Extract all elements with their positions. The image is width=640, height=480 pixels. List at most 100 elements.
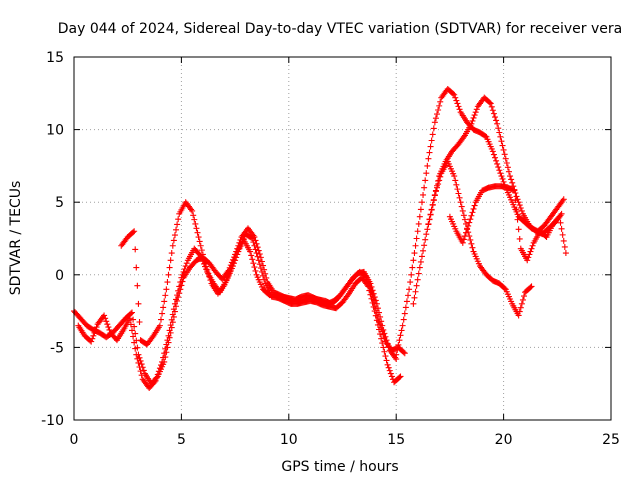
data-point-marker bbox=[493, 117, 500, 124]
data-point-marker bbox=[421, 242, 428, 249]
data-point-marker bbox=[482, 133, 489, 140]
data-point-marker bbox=[161, 298, 168, 305]
data-point-marker bbox=[254, 253, 261, 260]
data-point-marker bbox=[488, 103, 495, 110]
data-point-marker bbox=[132, 345, 139, 352]
data-point-marker bbox=[416, 213, 423, 220]
data-point-marker bbox=[105, 324, 112, 331]
y-tick-label: 10 bbox=[46, 123, 64, 139]
axis-ticks bbox=[73, 56, 612, 421]
data-point-marker bbox=[499, 175, 506, 182]
data-point-marker bbox=[131, 323, 138, 330]
data-point-marker bbox=[507, 173, 514, 180]
data-point-marker bbox=[518, 300, 525, 307]
data-point-marker bbox=[394, 346, 401, 353]
data-point-marker bbox=[229, 260, 236, 267]
data-point-marker bbox=[205, 270, 212, 277]
data-point-marker bbox=[431, 119, 438, 126]
data-point-marker bbox=[437, 98, 444, 105]
data-point-marker bbox=[511, 187, 518, 194]
data-point-marker bbox=[411, 250, 418, 257]
data-point-marker bbox=[402, 304, 409, 311]
data-point-marker bbox=[463, 229, 470, 236]
data-point-marker bbox=[385, 364, 392, 371]
data-point-marker bbox=[432, 188, 439, 195]
x-tick-label: 15 bbox=[387, 432, 405, 448]
data-point-marker bbox=[471, 112, 478, 119]
data-point-marker bbox=[199, 251, 206, 258]
data-point-marker bbox=[223, 276, 230, 283]
data-point-marker bbox=[132, 246, 139, 253]
data-point-marker bbox=[231, 257, 238, 264]
data-point-marker bbox=[365, 279, 372, 286]
data-point-marker bbox=[468, 120, 475, 127]
data-point-marker bbox=[163, 286, 170, 293]
data-point-marker bbox=[486, 99, 493, 106]
data-point-marker bbox=[490, 151, 497, 158]
x-tick-label: 10 bbox=[280, 432, 298, 448]
data-point-marker bbox=[434, 111, 441, 118]
data-point-marker bbox=[384, 361, 391, 368]
data-point-marker bbox=[411, 294, 418, 301]
data-point-marker bbox=[466, 219, 473, 226]
data-point-marker bbox=[103, 318, 110, 325]
data-point-marker bbox=[516, 235, 523, 242]
data-point-marker bbox=[469, 244, 476, 251]
data-point-marker bbox=[173, 296, 180, 303]
data-point-marker bbox=[410, 300, 417, 307]
y-tick-label: -5 bbox=[50, 340, 64, 356]
data-point-marker bbox=[233, 251, 240, 258]
data-point-marker bbox=[168, 250, 175, 257]
data-marks bbox=[71, 85, 569, 392]
data-point-marker bbox=[249, 235, 256, 242]
data-point-marker bbox=[221, 281, 228, 288]
data-point-marker bbox=[529, 242, 536, 249]
data-point-marker bbox=[183, 260, 190, 267]
data-point-marker bbox=[487, 100, 494, 107]
data-point-marker bbox=[206, 273, 213, 280]
data-point-marker bbox=[418, 253, 425, 260]
data-point-marker bbox=[380, 331, 387, 338]
data-point-marker bbox=[515, 312, 522, 319]
data-point-marker bbox=[426, 216, 433, 223]
data-point-marker bbox=[427, 143, 434, 150]
data-point-marker bbox=[450, 90, 457, 97]
data-point-marker bbox=[497, 133, 504, 140]
data-point-marker bbox=[430, 196, 437, 203]
data-point-marker bbox=[403, 298, 410, 305]
data-point-marker bbox=[461, 233, 468, 240]
data-point-marker bbox=[166, 264, 173, 271]
data-point-marker bbox=[420, 191, 427, 198]
x-tick-label: 5 bbox=[177, 432, 186, 448]
data-point-marker bbox=[504, 164, 511, 171]
series-track-5 bbox=[410, 94, 565, 307]
data-point-marker bbox=[505, 168, 512, 175]
data-point-marker bbox=[414, 276, 421, 283]
data-point-marker bbox=[363, 273, 370, 280]
data-point-marker bbox=[465, 222, 472, 229]
data-point-marker bbox=[431, 191, 438, 198]
data-point-marker bbox=[397, 373, 404, 380]
data-point-marker bbox=[492, 114, 499, 121]
x-tick-label: 0 bbox=[70, 432, 79, 448]
data-point-marker bbox=[198, 247, 205, 254]
data-point-marker bbox=[258, 268, 265, 275]
data-point-marker bbox=[167, 322, 174, 329]
data-point-marker bbox=[408, 271, 415, 278]
data-point-marker bbox=[422, 177, 429, 184]
data-point-marker bbox=[428, 206, 435, 213]
data-point-marker bbox=[370, 296, 377, 303]
data-point-marker bbox=[453, 97, 460, 104]
data-point-marker bbox=[252, 267, 259, 274]
data-point-marker bbox=[399, 322, 406, 329]
data-point-marker bbox=[562, 250, 569, 257]
data-point-marker bbox=[496, 167, 503, 174]
data-point-marker bbox=[464, 226, 471, 233]
data-point-marker bbox=[190, 212, 197, 219]
data-point-marker bbox=[179, 271, 186, 278]
data-point-marker bbox=[135, 300, 142, 307]
data-point-marker bbox=[131, 339, 138, 346]
data-point-marker bbox=[165, 271, 172, 278]
data-point-marker bbox=[126, 315, 133, 322]
x-tick-labels: 0 5 10 15 20 25 bbox=[70, 432, 620, 448]
